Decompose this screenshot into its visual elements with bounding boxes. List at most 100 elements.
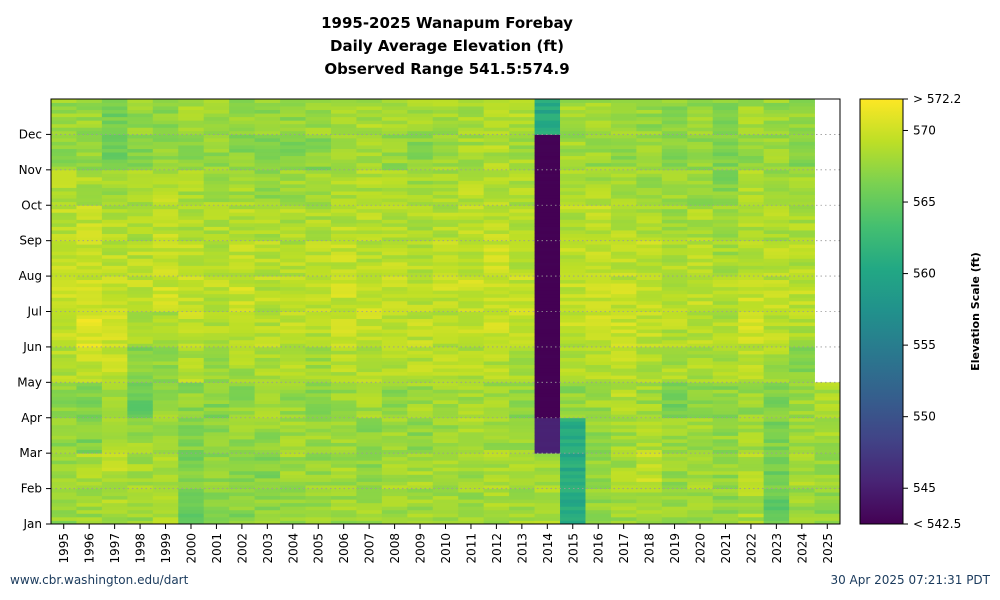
heatmap-cell (280, 435, 306, 440)
heatmap-cell (763, 439, 790, 443)
heatmap-cell (560, 410, 586, 415)
heatmap-cell (738, 403, 765, 408)
heatmap-cell (738, 407, 765, 412)
x-tick-label: 2007 (363, 533, 377, 564)
heatmap-cell (712, 116, 739, 121)
heatmap-cell (560, 184, 586, 188)
heatmap-cell (636, 194, 663, 199)
heatmap-cell (203, 201, 230, 206)
heatmap-cell (738, 187, 765, 192)
heatmap-cell (560, 120, 586, 125)
x-tick-label: 2013 (515, 533, 529, 564)
heatmap-cell (203, 134, 230, 139)
heatmap-cell (432, 198, 459, 203)
heatmap-cell (254, 502, 281, 507)
heatmap-cell (458, 276, 485, 281)
heatmap-cell (636, 233, 663, 238)
heatmap-cell (483, 187, 510, 192)
heatmap-cell (381, 456, 408, 461)
heatmap-cell (152, 208, 179, 213)
heatmap-cell (152, 265, 179, 270)
heatmap-cell (560, 258, 586, 263)
heatmap-cell (152, 385, 179, 390)
heatmap-cell (763, 371, 790, 376)
heatmap-cell (330, 446, 357, 451)
heatmap-cell (763, 385, 790, 390)
heatmap-cell (178, 134, 205, 139)
heatmap-cell (305, 212, 332, 217)
heatmap-cell (178, 495, 205, 500)
heatmap-cell (330, 113, 357, 118)
heatmap-cell (610, 127, 637, 132)
heatmap-cell (356, 421, 383, 426)
heatmap-cell (712, 513, 739, 518)
heatmap-cell (509, 322, 535, 327)
heatmap-cell (661, 329, 688, 334)
heatmap-cell (636, 258, 663, 263)
heatmap-cell (330, 283, 357, 288)
heatmap-cell (229, 410, 256, 415)
heatmap-cell (560, 311, 586, 316)
heatmap-cell (661, 261, 688, 266)
heatmap-cell (789, 325, 815, 330)
heatmap-cell (229, 106, 256, 111)
heatmap-cell (127, 237, 154, 242)
heatmap-cell (254, 481, 281, 486)
heatmap-cell (203, 336, 230, 341)
heatmap-cell (483, 509, 510, 514)
heatmap-cell (738, 240, 765, 245)
heatmap-cell (712, 145, 739, 149)
heatmap-cell (356, 485, 383, 489)
heatmap-cell (127, 120, 154, 125)
heatmap-cell (458, 162, 485, 167)
heatmap-cell (789, 272, 815, 277)
heatmap-cell (610, 99, 637, 103)
heatmap-cell (178, 417, 205, 422)
heatmap-cell (738, 424, 765, 429)
heatmap-cell (178, 283, 205, 288)
heatmap-cell (585, 254, 612, 259)
heatmap-cell (76, 247, 103, 252)
heatmap-cell (203, 198, 230, 203)
heatmap-cell (687, 173, 714, 178)
heatmap-cell (738, 410, 765, 415)
heatmap-cell (509, 293, 535, 298)
heatmap-cell (560, 318, 586, 323)
heatmap-cell (458, 130, 485, 135)
heatmap-cell (127, 226, 154, 231)
heatmap-cell (585, 173, 612, 178)
heatmap-cell (483, 368, 510, 373)
heatmap-cell (610, 304, 637, 309)
heatmap-cell (763, 169, 790, 174)
heatmap-cell (738, 286, 765, 291)
heatmap-cell (407, 446, 434, 451)
heatmap-cell (381, 244, 408, 249)
heatmap-cell (76, 222, 103, 227)
heatmap-cell (738, 304, 765, 309)
heatmap-cell (534, 513, 561, 518)
heatmap-cell (636, 343, 663, 348)
heatmap-cell (763, 141, 790, 146)
heatmap-cell (407, 357, 434, 362)
heatmap-cell (636, 212, 663, 217)
heatmap-cell (178, 407, 205, 412)
heatmap-cell (432, 127, 459, 132)
heatmap-cell (534, 318, 561, 323)
heatmap-cell (636, 470, 663, 475)
heatmap-cell (763, 134, 790, 139)
heatmap-cell (229, 343, 256, 348)
heatmap-cell (509, 453, 535, 458)
heatmap-cell (254, 162, 281, 167)
heatmap-cell (458, 215, 485, 220)
heatmap-cell (305, 477, 332, 482)
footer-source-link[interactable]: www.cbr.washington.edu/dart (10, 573, 189, 587)
heatmap-cell (814, 516, 841, 521)
heatmap-cell (687, 463, 714, 468)
heatmap-cell (127, 410, 154, 415)
heatmap-cell (534, 417, 561, 422)
heatmap-cell (712, 322, 739, 327)
heatmap-cell (763, 293, 790, 298)
heatmap-cell (661, 269, 688, 273)
heatmap-cell (483, 470, 510, 475)
heatmap-cell (458, 520, 485, 525)
